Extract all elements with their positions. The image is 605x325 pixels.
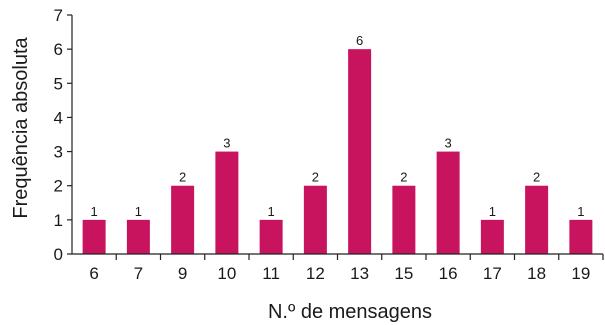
bar-15 xyxy=(392,185,416,254)
bar-18 xyxy=(525,185,549,254)
x-tick-label: 17 xyxy=(483,264,502,283)
data-label: 1 xyxy=(135,204,142,219)
y-axis-title: Frequência absoluta xyxy=(10,37,32,219)
bar-10 xyxy=(215,151,239,254)
y-tick-label: 3 xyxy=(54,143,63,162)
bar-6 xyxy=(82,219,106,254)
x-tick-label: 16 xyxy=(439,264,458,283)
bar-16 xyxy=(436,151,460,254)
bar-12 xyxy=(303,185,327,254)
bar-17 xyxy=(480,219,504,254)
bar-19 xyxy=(569,219,593,254)
y-axis: 0 1 2 3 4 5 6 7 xyxy=(54,6,72,264)
data-label: 3 xyxy=(445,136,452,151)
x-axis-title: N.º de mensagens xyxy=(268,301,432,323)
y-tick-label: 6 xyxy=(54,40,63,59)
data-label: 1 xyxy=(577,204,584,219)
y-tick-label: 4 xyxy=(54,108,63,127)
x-tick-label: 11 xyxy=(262,264,280,283)
bars-group xyxy=(82,49,593,255)
data-label: 1 xyxy=(91,204,98,219)
axis-lines xyxy=(71,15,603,255)
x-axis: 6 7 9 10 11 12 13 15 16 17 18 19 xyxy=(89,254,604,283)
x-tick-label: 10 xyxy=(217,264,236,283)
x-tick-label: 12 xyxy=(306,264,325,283)
x-tick-label: 7 xyxy=(134,264,143,283)
data-label: 3 xyxy=(223,136,230,151)
data-label: 1 xyxy=(268,204,275,219)
x-tick-label: 6 xyxy=(89,264,98,283)
data-labels-group: 1 1 2 3 1 2 6 2 3 1 2 1 xyxy=(91,33,585,219)
x-tick-label: 13 xyxy=(350,264,369,283)
y-tick-label: 1 xyxy=(54,211,63,230)
bar-11 xyxy=(259,219,283,254)
data-label: 1 xyxy=(489,204,496,219)
bar-13 xyxy=(348,49,372,255)
y-tick-label: 2 xyxy=(54,177,63,196)
x-tick-label: 15 xyxy=(394,264,413,283)
x-tick-label: 19 xyxy=(571,264,590,283)
data-label: 2 xyxy=(312,170,319,185)
data-label: 2 xyxy=(400,170,407,185)
x-tick-label: 18 xyxy=(527,264,546,283)
bar-9 xyxy=(171,185,195,254)
y-tick-label: 7 xyxy=(54,6,63,25)
bar-7 xyxy=(126,219,150,254)
y-tick-label: 5 xyxy=(54,74,63,93)
y-tick-label: 0 xyxy=(54,245,63,264)
x-tick-label: 9 xyxy=(178,264,187,283)
data-label: 2 xyxy=(533,170,540,185)
data-label: 6 xyxy=(356,33,363,48)
data-label: 2 xyxy=(179,170,186,185)
